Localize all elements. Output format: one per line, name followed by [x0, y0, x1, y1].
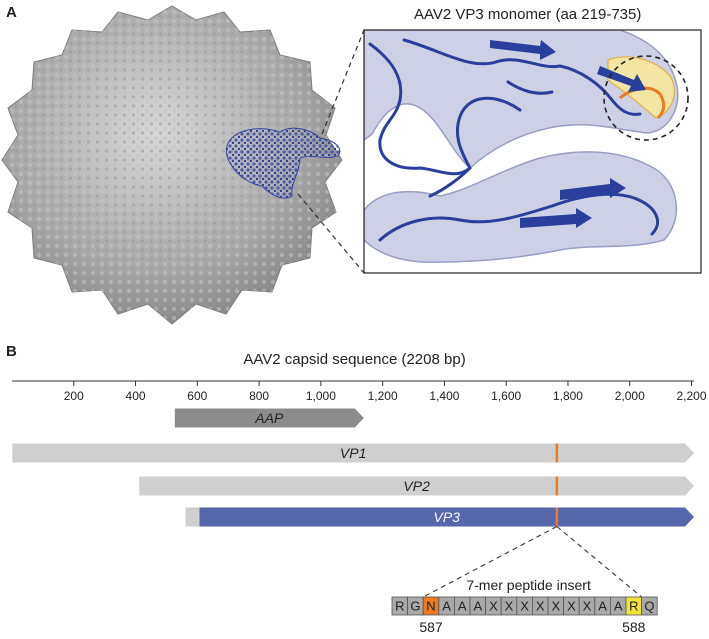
capsid-vp3-monomer — [225, 127, 341, 199]
axis-tick-label: 600 — [187, 389, 207, 403]
residue-letter: X — [505, 599, 514, 614]
residue-letter: N — [426, 599, 435, 614]
residue-letter: X — [551, 599, 560, 614]
zoom-line-top — [321, 29, 365, 135]
axis-tick-label: 1,800 — [553, 389, 583, 403]
residue-letter: A — [458, 599, 467, 614]
residue-box — [594, 596, 611, 616]
residue-box — [578, 596, 596, 616]
gene-label-vp3: VP3 — [434, 509, 461, 525]
residue-box — [532, 596, 549, 616]
zoom-line-left — [422, 526, 558, 598]
residue-box — [469, 596, 487, 616]
residue-box — [547, 596, 565, 616]
residue-box — [391, 596, 409, 616]
sequence-axis: 200 400 600 800 1,000 1,200 1,400 1,600 1,800 2,0… — [12, 380, 707, 403]
residue-letter: R — [395, 599, 404, 614]
gene-arrow-vp3 — [199, 507, 694, 527]
residue-box — [485, 596, 502, 616]
residue-letter: X — [489, 599, 498, 614]
gene-label-aap: AAP — [254, 410, 284, 426]
zoom-line-right — [556, 526, 642, 598]
residue-box — [453, 596, 471, 616]
residue-letter: X — [583, 599, 592, 614]
gene-label-vp1: VP1 — [340, 445, 366, 461]
insert-position-right: 588 — [622, 619, 646, 635]
surface-upper — [364, 30, 679, 170]
insert-site-circle — [603, 55, 689, 141]
axis-tick-label: 2,200 — [677, 389, 707, 403]
residue-box — [625, 596, 643, 616]
capsid-texture — [2, 6, 342, 324]
axis-tick-label: 1,400 — [429, 389, 459, 403]
residue-letter: A — [598, 599, 607, 614]
beta-strand-3 — [597, 66, 646, 92]
axis-tick-label: 1,600 — [491, 389, 521, 403]
panel-a-letter: A — [6, 4, 17, 21]
residue-box — [422, 596, 440, 616]
ribbon-backbone — [368, 38, 659, 242]
residue-box — [641, 596, 658, 616]
gene-arrow-aap — [174, 408, 364, 428]
surface-lower — [364, 151, 677, 263]
residue-box — [563, 596, 580, 616]
capsid-illustration — [1, 5, 702, 325]
axis-tick-label: 800 — [249, 389, 269, 403]
residue-letter: X — [567, 599, 576, 614]
residue-letter: R — [629, 599, 638, 614]
residue-letter: A — [442, 599, 451, 614]
gene-label-vp2: VP2 — [403, 478, 430, 494]
panel-b-letter: B — [6, 343, 17, 360]
sequence-title: AAV2 capsid sequence (2208 bp) — [243, 351, 466, 368]
residue-box — [438, 596, 455, 616]
residue-box — [516, 596, 533, 616]
residue-box — [610, 596, 627, 616]
axis-tick-label: 1,200 — [368, 389, 398, 403]
vp3-stub — [185, 507, 200, 527]
gene-arrow-vp1 — [12, 443, 694, 463]
axis-tick-label: 200 — [64, 389, 84, 403]
insert-title: 7-mer peptide insert — [466, 577, 591, 593]
residue-letter: A — [614, 599, 623, 614]
residue-letter: G — [410, 599, 420, 614]
vp3-monomer-inset — [364, 30, 701, 273]
inset-frame — [363, 29, 702, 274]
residue-letter: X — [520, 599, 529, 614]
inset-title: AAV2 VP3 monomer (aa 219-735) — [414, 6, 642, 23]
beta-strand-2 — [520, 208, 592, 228]
residue-letter: X — [536, 599, 545, 614]
axis-tick-label: 400 — [126, 389, 146, 403]
residue-letter: Q — [644, 599, 654, 614]
insert-position-left: 587 — [419, 619, 443, 635]
beta-strand-1 — [560, 178, 626, 200]
residue-letter: A — [473, 599, 482, 614]
residue-box — [407, 596, 424, 616]
zoom-line-bottom — [297, 193, 365, 274]
residue-box — [500, 596, 518, 616]
beta-strand-4 — [490, 40, 556, 60]
axis-tick-label: 2,000 — [615, 389, 645, 403]
gene-arrow-vp2 — [139, 476, 694, 496]
axis-tick-label: 1,000 — [306, 389, 336, 403]
